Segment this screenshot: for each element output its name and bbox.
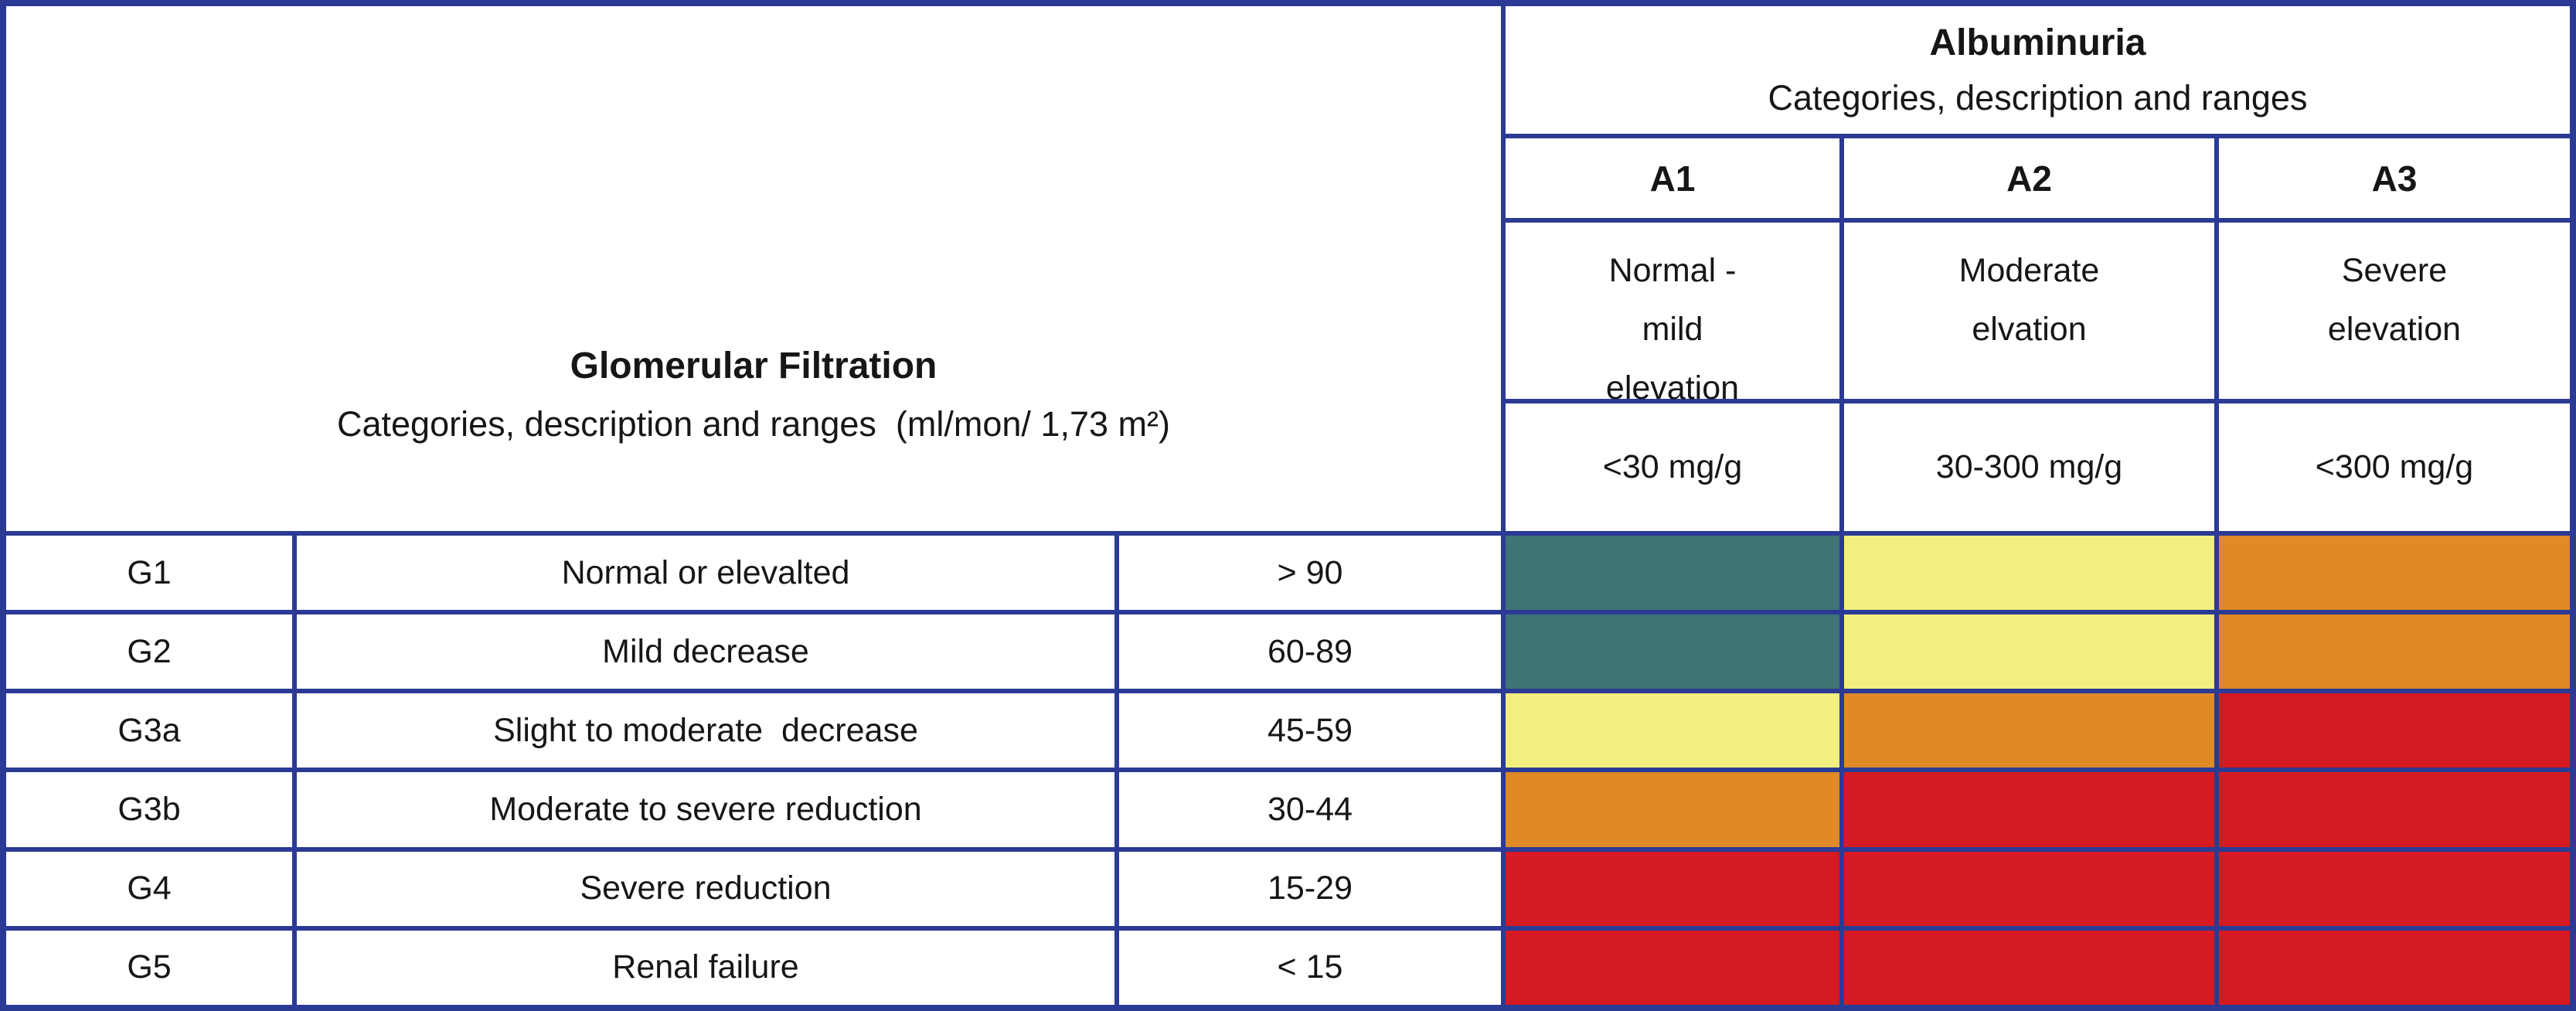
- gfr-row-desc: Moderate to severe reduction: [297, 772, 1114, 847]
- risk-cell-g1-a2: [1844, 536, 2214, 611]
- column-desc-a3: Severe elevation: [2219, 223, 2570, 399]
- gfr-row-label: G4: [6, 851, 292, 926]
- gfr-row-label: G1: [6, 536, 292, 611]
- column-range-a3: <300 mg/g: [2219, 403, 2570, 531]
- desc-line: elevation: [1605, 369, 1740, 407]
- column-range-a1: <30 mg/g: [1506, 403, 1839, 531]
- column-header-a2: A2: [1844, 138, 2214, 218]
- risk-cell-g3b-a3: [2219, 772, 2570, 847]
- column-desc-a2: Moderate elvation: [1844, 223, 2214, 399]
- gfr-row-range: < 15: [1119, 930, 1501, 1005]
- desc-line: Moderate: [1958, 252, 2100, 289]
- albuminuria-header: Albuminuria Categories, description and …: [1506, 6, 2570, 531]
- desc-line: Normal -: [1608, 252, 1737, 289]
- desc-line: Severe: [2341, 252, 2448, 289]
- risk-cell-g2-a3: [2219, 614, 2570, 689]
- gfr-header-cell: Glomerular Filtration Categories, descri…: [6, 6, 1501, 531]
- gfr-row-desc: Severe reduction: [297, 851, 1114, 926]
- desc-line: elevation: [2327, 311, 2462, 348]
- risk-cell-g2-a1: [1506, 614, 1839, 689]
- column-header-a1: A1: [1506, 138, 1839, 218]
- gfr-row-desc: Mild decrease: [297, 614, 1114, 689]
- risk-cell-g1-a1: [1506, 536, 1839, 611]
- gfr-row-range: 15-29: [1119, 851, 1501, 926]
- gfr-row-label: G3a: [6, 693, 292, 768]
- gfr-row-range: > 90: [1119, 536, 1501, 611]
- risk-cell-g3a-a3: [2219, 693, 2570, 768]
- gfr-rows: G1 Normal or elevalted > 90 G2 Mild decr…: [6, 536, 1501, 1005]
- albuminuria-title-cell: Albuminuria Categories, description and …: [1506, 6, 2570, 134]
- gfr-subtitle: Categories, description and ranges (ml/m…: [337, 404, 1170, 444]
- risk-cell-g5-a2: [1844, 930, 2214, 1005]
- risk-cell-g4-a3: [2219, 851, 2570, 926]
- gfr-row-desc: Slight to moderate decrease: [297, 693, 1114, 768]
- risk-cell-g1-a3: [2219, 536, 2570, 611]
- risk-cell-g4-a1: [1506, 851, 1839, 926]
- risk-cell-g5-a3: [2219, 930, 2570, 1005]
- gfr-row-label: G5: [6, 930, 292, 1005]
- column-header-a3: A3: [2219, 138, 2570, 218]
- risk-cell-g3b-a1: [1506, 772, 1839, 847]
- albuminuria-title: Albuminuria: [1929, 22, 2146, 63]
- desc-line: elvation: [1972, 311, 2087, 348]
- risk-cell-g5-a1: [1506, 930, 1839, 1005]
- column-desc-a1: Normal - mild elevation: [1506, 223, 1839, 407]
- gfr-row-label: G2: [6, 614, 292, 689]
- gfr-row-range: 60-89: [1119, 614, 1501, 689]
- desc-line: mild: [1642, 311, 1703, 348]
- gfr-row-label: G3b: [6, 772, 292, 847]
- risk-cell-g3b-a2: [1844, 772, 2214, 847]
- gfr-row-range: 45-59: [1119, 693, 1501, 768]
- risk-cell-g2-a2: [1844, 614, 2214, 689]
- risk-cell-g3a-a2: [1844, 693, 2214, 768]
- gfr-row-desc: Renal failure: [297, 930, 1114, 1005]
- gfr-title: Glomerular Filtration: [570, 346, 938, 386]
- gfr-row-desc: Normal or elevalted: [297, 536, 1114, 611]
- gfr-row-range: 30-44: [1119, 772, 1501, 847]
- risk-cell-g3a-a1: [1506, 693, 1839, 768]
- risk-matrix: [1506, 536, 2570, 1005]
- albuminuria-subtitle: Categories, description and ranges: [1768, 78, 2308, 117]
- risk-cell-g4-a2: [1844, 851, 2214, 926]
- column-range-a2: 30-300 mg/g: [1844, 403, 2214, 531]
